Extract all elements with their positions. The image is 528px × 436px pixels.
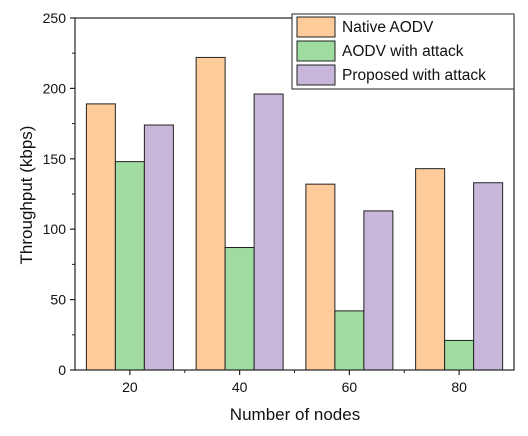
axes-layer: 0 50 100 150 200 250 20 40 60 80 [43, 10, 515, 395]
bar-native-aodv-40 [195, 56, 226, 371]
bar-native-aodv-60 [305, 183, 336, 371]
bar-aodv-with-attack-60 [334, 310, 365, 371]
bar-proposed-with-attack-80 [473, 182, 504, 371]
x-tick-label: 20 [122, 379, 138, 395]
bar-aodv-with-attack-80 [444, 339, 475, 371]
legend-swatch [296, 40, 336, 62]
bar-proposed-with-attack-40 [253, 93, 284, 371]
x-tick-label: 60 [342, 379, 358, 395]
bar-native-aodv-80 [415, 168, 446, 371]
bar-aodv-with-attack-20 [114, 161, 145, 371]
bar-aodv-with-attack-40 [224, 247, 255, 371]
y-tick-label: 150 [43, 151, 67, 167]
x-axis-title: Number of nodes [230, 405, 360, 424]
bars-layer [85, 56, 504, 371]
legend-label: Native AODV [342, 19, 434, 36]
y-tick-label: 250 [43, 10, 67, 26]
legend-swatch [296, 64, 336, 86]
legend-swatch [296, 16, 336, 38]
legend-label: Proposed with attack [342, 67, 486, 84]
y-tick-label: 0 [58, 362, 66, 378]
y-axis-title: Throughput (kbps) [17, 126, 36, 265]
bar-native-aodv-20 [85, 103, 116, 371]
y-tick-label: 200 [43, 80, 67, 96]
legend-label: AODV with attack [342, 43, 464, 60]
y-tick-label: 100 [43, 221, 67, 237]
x-tick-label: 40 [232, 379, 248, 395]
bar-proposed-with-attack-20 [143, 124, 174, 371]
legend: Native AODV AODV with attack Proposed with… [291, 13, 515, 90]
bar-proposed-with-attack-60 [363, 210, 394, 371]
x-tick-label: 80 [451, 379, 467, 395]
y-tick-label: 50 [50, 292, 66, 308]
